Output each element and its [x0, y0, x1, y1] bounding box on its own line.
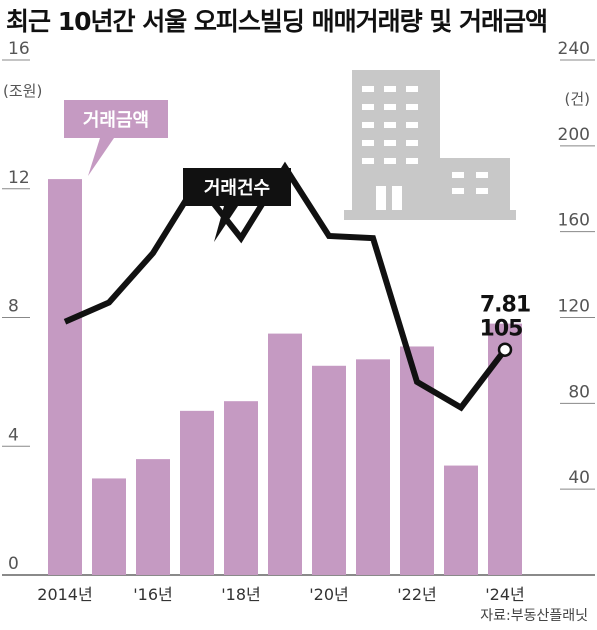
bar — [356, 359, 390, 575]
bar — [312, 365, 346, 575]
x-tick-label: '18년 — [221, 585, 260, 604]
chart-title: 최근 10년간 서울 오피스빌딩 매매거래량 및 거래금액 — [6, 7, 547, 36]
axis-labels: 0 4 8 12 16 (조원) 40 80 120 160 200 240 (건) 2014년 '16년 '… — [3, 39, 590, 604]
right-tick-label: 120 — [558, 297, 590, 317]
right-tick-label: 200 — [558, 125, 590, 145]
line-point — [497, 342, 513, 357]
bar — [92, 478, 126, 575]
x-tick-label: '20년 — [309, 585, 348, 604]
left-tick-label: 4 — [8, 425, 19, 445]
right-tick-label: 240 — [558, 39, 590, 59]
left-tick-label: 0 — [8, 554, 19, 574]
legend-label-amount: 거래금액 — [83, 110, 149, 131]
bar-series — [48, 179, 522, 575]
right-axis-unit: (건) — [564, 90, 590, 108]
x-tick-label: '22년 — [397, 585, 436, 604]
bar — [48, 179, 82, 575]
right-tick-label: 40 — [568, 468, 590, 488]
legend-badge-amount: 거래금액 — [64, 100, 168, 176]
right-tick-label: 80 — [568, 382, 590, 402]
bar — [180, 410, 214, 575]
x-tick-label: '24년 — [485, 585, 524, 604]
data-label: 7.81 — [480, 293, 530, 318]
bar — [136, 459, 170, 575]
left-tick-label: 16 — [8, 39, 30, 59]
legend-badge-count: 거래건수 — [183, 168, 291, 242]
x-tick-label: 2014년 — [37, 585, 92, 604]
bar — [444, 465, 478, 575]
line-series — [63, 161, 513, 412]
left-axis-unit: (조원) — [3, 82, 42, 100]
source-note: 자료:부동산플래닛 — [480, 608, 588, 624]
bar — [224, 401, 258, 575]
data-label: 105 — [480, 317, 523, 342]
office-building-icon — [344, 70, 516, 220]
bar — [268, 333, 302, 575]
x-tick-label: '16년 — [133, 585, 172, 604]
left-tick-label: 8 — [8, 297, 19, 317]
right-tick-label: 160 — [558, 211, 590, 231]
left-tick-label: 12 — [8, 168, 30, 188]
legend-label-count: 거래건수 — [204, 178, 270, 199]
